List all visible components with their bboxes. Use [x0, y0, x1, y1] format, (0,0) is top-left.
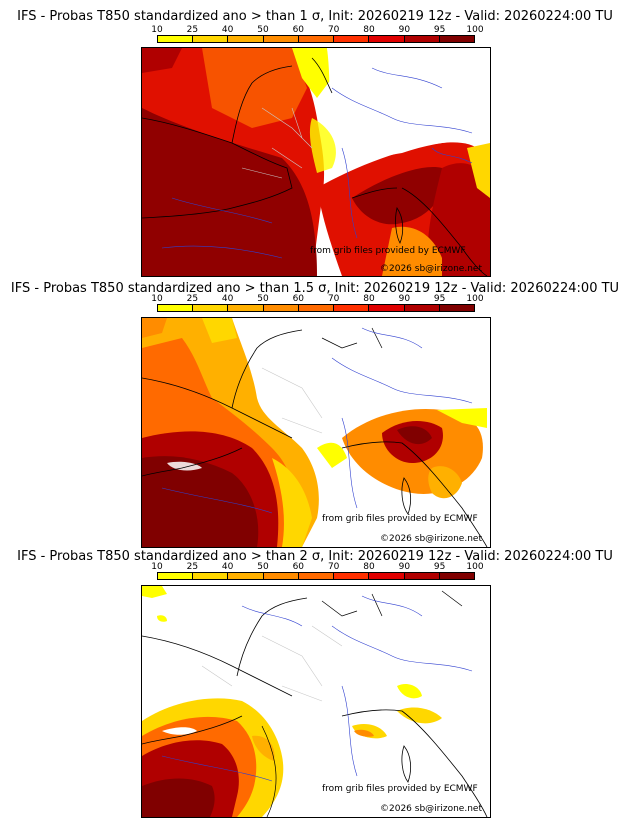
color-swatch: [334, 36, 370, 42]
tick-label: 60: [292, 562, 305, 572]
credit-grib: from grib files provided by ECMWF: [322, 784, 478, 794]
credit-copyright: ©2026 sb@irizone.net: [380, 534, 482, 544]
color-swatch: [439, 305, 474, 311]
credit-grib: from grib files provided by ECMWF: [310, 246, 466, 256]
panel-title: IFS - Probas T850 standardized ano > tha…: [10, 281, 620, 296]
forecast-panel-2: IFS - Probas T850 standardized ano > tha…: [0, 272, 630, 552]
credit-copyright: ©2026 sb@irizone.net: [380, 804, 482, 814]
tick-label: 25: [186, 294, 199, 304]
tick-label: 50: [257, 294, 269, 304]
color-swatch: [193, 305, 229, 311]
panel-title: IFS - Probas T850 standardized ano > tha…: [17, 9, 613, 24]
tick-label: 40: [221, 294, 234, 304]
probability-map: from grib files provided by ECMWF ©2026 …: [141, 317, 491, 548]
tick-label: 10: [151, 25, 163, 35]
color-swatch: [228, 573, 264, 579]
color-swatch: [263, 305, 299, 311]
colorbar-ticks: 10 25 40 50 60 70 80 90 95 100: [151, 562, 483, 572]
colorbar-ticks: 10 25 40 50 60 70 80 90 95 100: [151, 25, 483, 35]
color-swatch: [404, 36, 440, 42]
color-swatch: [158, 305, 194, 311]
tick-label: 10: [151, 562, 163, 572]
tick-label: 90: [398, 294, 411, 304]
tick-label: 70: [327, 562, 340, 572]
color-swatch: [193, 36, 229, 42]
color-swatch: [263, 573, 299, 579]
tick-label: 95: [433, 25, 446, 35]
colorbar-ticks: 10 25 40 50 60 70 80 90 95 100: [151, 294, 483, 304]
color-swatch: [369, 573, 405, 579]
tick-label: 95: [433, 562, 446, 572]
tick-label: 50: [257, 25, 269, 35]
tick-label: 60: [292, 25, 305, 35]
probability-map: from grib files provided by ECMWF ©2026 …: [141, 47, 491, 277]
tick-label: 60: [292, 294, 305, 304]
colorbar-swatches: [157, 35, 475, 43]
color-swatch: [369, 36, 405, 42]
tick-label: 40: [221, 562, 234, 572]
color-swatch: [369, 305, 405, 311]
credit-copyright: ©2026 sb@irizone.net: [380, 264, 482, 274]
tick-label: 10: [151, 294, 163, 304]
color-swatch: [404, 573, 440, 579]
color-swatch: [158, 573, 194, 579]
tick-label: 95: [433, 294, 446, 304]
tick-label: 25: [186, 25, 199, 35]
color-swatch: [334, 305, 370, 311]
map-graphic: [142, 586, 490, 817]
color-swatch: [263, 36, 299, 42]
tick-label: 90: [398, 25, 411, 35]
map-graphic: [142, 48, 490, 276]
tick-label: 80: [363, 294, 375, 304]
color-swatch: [298, 36, 335, 42]
tick-label: 25: [186, 562, 199, 572]
color-swatch: [158, 36, 194, 42]
tick-label: 90: [398, 562, 411, 572]
color-swatch: [228, 36, 264, 42]
color-swatch: [193, 573, 229, 579]
tick-label: 70: [327, 294, 340, 304]
colorbar-swatches: [157, 304, 475, 312]
color-swatch: [439, 573, 474, 579]
tick-label: 70: [327, 25, 340, 35]
tick-label: 50: [257, 562, 269, 572]
panel-title: IFS - Probas T850 standardized ano > tha…: [17, 549, 613, 564]
credit-grib: from grib files provided by ECMWF: [322, 514, 478, 524]
probability-colorbar: 10 25 40 50 60 70 80 90 95 100: [151, 294, 484, 312]
tick-label: 100: [466, 25, 484, 35]
tick-label: 100: [466, 294, 484, 304]
tick-label: 80: [363, 562, 375, 572]
tick-label: 100: [466, 562, 484, 572]
forecast-panel-1: IFS - Probas T850 standardized ano > tha…: [0, 0, 630, 280]
color-swatch: [334, 573, 370, 579]
color-swatch: [228, 305, 264, 311]
probability-colorbar: 10 25 40 50 60 70 80 90 95 100: [151, 25, 484, 43]
probability-map: from grib files provided by ECMWF ©2026 …: [141, 585, 491, 818]
color-swatch: [404, 305, 440, 311]
color-swatch: [439, 36, 474, 42]
probability-colorbar: 10 25 40 50 60 70 80 90 95 100: [151, 562, 484, 580]
colorbar-swatches: [157, 572, 475, 580]
tick-label: 40: [221, 25, 234, 35]
color-swatch: [298, 305, 335, 311]
color-swatch: [298, 573, 335, 579]
tick-label: 80: [363, 25, 375, 35]
forecast-panel-3: IFS - Probas T850 standardized ano > tha…: [0, 540, 630, 828]
map-graphic: [142, 318, 490, 547]
